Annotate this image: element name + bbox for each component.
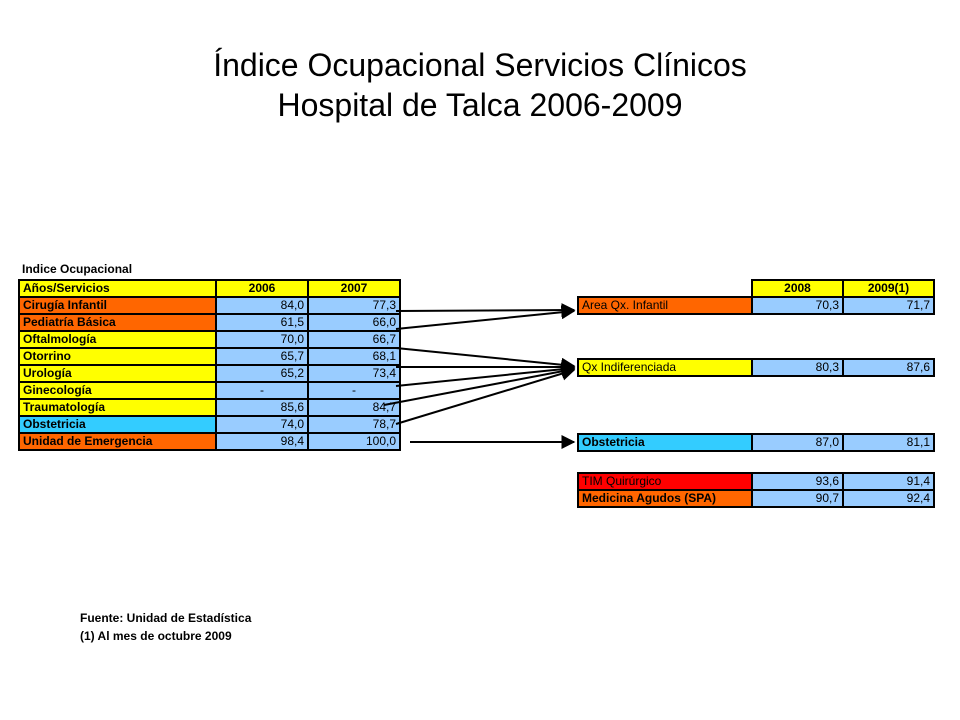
value-2007: 100,0 bbox=[307, 432, 401, 451]
right-table-block-area-qx: 2008 2009(1) Area Qx. Infantil 70,3 71,7 bbox=[577, 279, 935, 315]
service-label: Area Qx. Infantil bbox=[577, 296, 753, 315]
table-header-row: 2008 2009(1) bbox=[578, 279, 935, 298]
footer-note: (1) Al mes de octubre 2009 bbox=[80, 629, 232, 643]
arrow-urologia-to-qx bbox=[395, 362, 576, 387]
table-row: Medicina Agudos (SPA) 90,7 92,4 bbox=[577, 489, 935, 508]
value-2009: 91,4 bbox=[842, 472, 935, 491]
value-2006: 65,7 bbox=[215, 347, 309, 366]
value-2008: 87,0 bbox=[751, 433, 844, 452]
service-label: TIM Quirúrgico bbox=[577, 472, 753, 491]
header-2006: 2006 bbox=[215, 279, 309, 298]
value-2007: 78,7 bbox=[307, 415, 401, 434]
arrow-oftalmologia-to-qx bbox=[395, 347, 576, 372]
value-2007: - bbox=[307, 381, 401, 400]
service-label: Pediatría Básica bbox=[18, 313, 217, 332]
table-row: Obstetricia 74,0 78,7 bbox=[18, 415, 401, 434]
service-label: Ginecología bbox=[18, 381, 217, 400]
value-2008: 90,7 bbox=[751, 489, 844, 508]
service-label: Otorrino bbox=[18, 347, 217, 366]
service-label: Oftalmología bbox=[18, 330, 217, 349]
service-label: Cirugía Infantil bbox=[18, 296, 217, 315]
table-header-row: Años/Servicios 2006 2007 bbox=[18, 279, 401, 298]
table-row: Cirugía Infantil 84,0 77,3 bbox=[18, 296, 401, 315]
service-label: Unidad de Emergencia bbox=[18, 432, 217, 451]
table-row: Ginecología - - bbox=[18, 381, 401, 400]
page-title: Índice Ocupacional Servicios Clínicos Ho… bbox=[0, 45, 960, 125]
value-2006: - bbox=[215, 381, 309, 400]
table-row: Traumatología 85,6 84,7 bbox=[18, 398, 401, 417]
value-2008: 80,3 bbox=[751, 358, 844, 377]
value-2007: 68,1 bbox=[307, 347, 401, 366]
table-row: Urología 65,2 73,4 bbox=[18, 364, 401, 383]
service-label: Qx Indiferenciada bbox=[577, 358, 753, 377]
value-2007: 73,4 bbox=[307, 364, 401, 383]
value-2007: 77,3 bbox=[307, 296, 401, 315]
value-2009: 87,6 bbox=[842, 358, 935, 377]
header-2008: 2008 bbox=[751, 279, 844, 298]
table-row: Qx Indiferenciada 80,3 87,6 bbox=[577, 358, 935, 377]
table-row: Unidad de Emergencia 98,4 100,0 bbox=[18, 432, 401, 451]
value-2007: 66,7 bbox=[307, 330, 401, 349]
value-2006: 85,6 bbox=[215, 398, 309, 417]
service-label: Urología bbox=[18, 364, 217, 383]
service-label: Medicina Agudos (SPA) bbox=[577, 489, 753, 508]
arrow-traumatologia-to-qx bbox=[395, 366, 576, 425]
table-row: Area Qx. Infantil 70,3 71,7 bbox=[577, 296, 935, 315]
service-label: Traumatología bbox=[18, 398, 217, 417]
right-table-block-tim-medicina: TIM Quirúrgico 93,6 91,4 Medicina Agudos… bbox=[577, 472, 935, 508]
title-line-2: Hospital de Talca 2006-2009 bbox=[277, 87, 683, 123]
value-2006: 84,0 bbox=[215, 296, 309, 315]
right-table-block-qx-indiferenciada: Qx Indiferenciada 80,3 87,6 bbox=[577, 358, 935, 377]
right-table-block-obstetricia: Obstetricia 87,0 81,1 bbox=[577, 433, 935, 452]
header-services: Años/Servicios bbox=[18, 279, 217, 298]
value-2009: 92,4 bbox=[842, 489, 935, 508]
value-2006: 65,2 bbox=[215, 364, 309, 383]
value-2009: 71,7 bbox=[842, 296, 935, 315]
header-2009: 2009(1) bbox=[842, 279, 935, 298]
value-2006: 74,0 bbox=[215, 415, 309, 434]
table-row: Obstetricia 87,0 81,1 bbox=[577, 433, 935, 452]
service-label: Obstetricia bbox=[577, 433, 753, 452]
table-row: TIM Quirúrgico 93,6 91,4 bbox=[577, 472, 935, 491]
arrow-cirugia-to-area-qx bbox=[395, 303, 576, 318]
value-2007: 66,0 bbox=[307, 313, 401, 332]
value-2006: 98,4 bbox=[215, 432, 309, 451]
table-row: Otorrino 65,7 68,1 bbox=[18, 347, 401, 366]
table-caption: Indice Ocupacional bbox=[22, 262, 133, 276]
arrow-pediatria-to-area-qx bbox=[395, 305, 576, 330]
table-row: Oftalmología 70,0 66,7 bbox=[18, 330, 401, 349]
title-line-1: Índice Ocupacional Servicios Clínicos bbox=[213, 47, 747, 83]
value-2007: 84,7 bbox=[307, 398, 401, 417]
header-2007: 2007 bbox=[307, 279, 401, 298]
value-2006: 61,5 bbox=[215, 313, 309, 332]
value-2006: 70,0 bbox=[215, 330, 309, 349]
header-empty-cell bbox=[578, 280, 752, 297]
value-2008: 93,6 bbox=[751, 472, 844, 491]
left-occupancy-table: Años/Servicios 2006 2007 Cirugía Infanti… bbox=[18, 279, 401, 451]
footer-source: Fuente: Unidad de Estadística bbox=[80, 611, 252, 625]
table-row: Pediatría Básica 61,5 66,0 bbox=[18, 313, 401, 332]
footer-notes: Fuente: Unidad de Estadística (1) Al mes… bbox=[80, 609, 251, 645]
service-label: Obstetricia bbox=[18, 415, 217, 434]
value-2009: 81,1 bbox=[842, 433, 935, 452]
value-2008: 70,3 bbox=[751, 296, 844, 315]
arrow-ginecologia-to-qx bbox=[383, 364, 576, 406]
